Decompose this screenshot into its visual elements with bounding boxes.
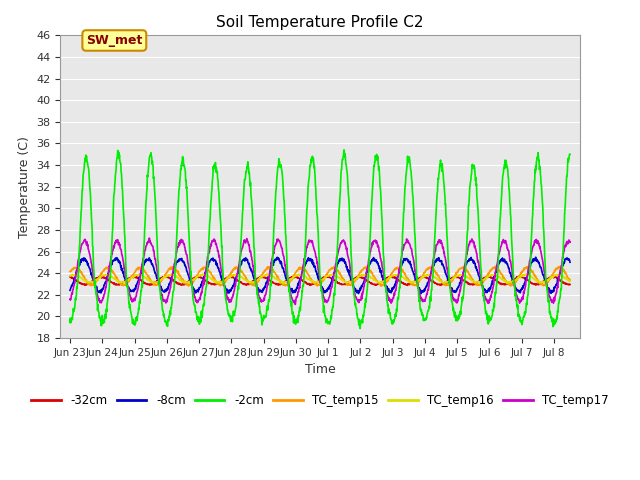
Y-axis label: Temperature (C): Temperature (C) xyxy=(18,136,31,238)
Legend: -32cm, -8cm, -2cm, TC_temp15, TC_temp16, TC_temp17: -32cm, -8cm, -2cm, TC_temp15, TC_temp16,… xyxy=(27,389,613,412)
X-axis label: Time: Time xyxy=(305,363,335,376)
Title: Soil Temperature Profile C2: Soil Temperature Profile C2 xyxy=(216,15,424,30)
Text: SW_met: SW_met xyxy=(86,34,143,47)
